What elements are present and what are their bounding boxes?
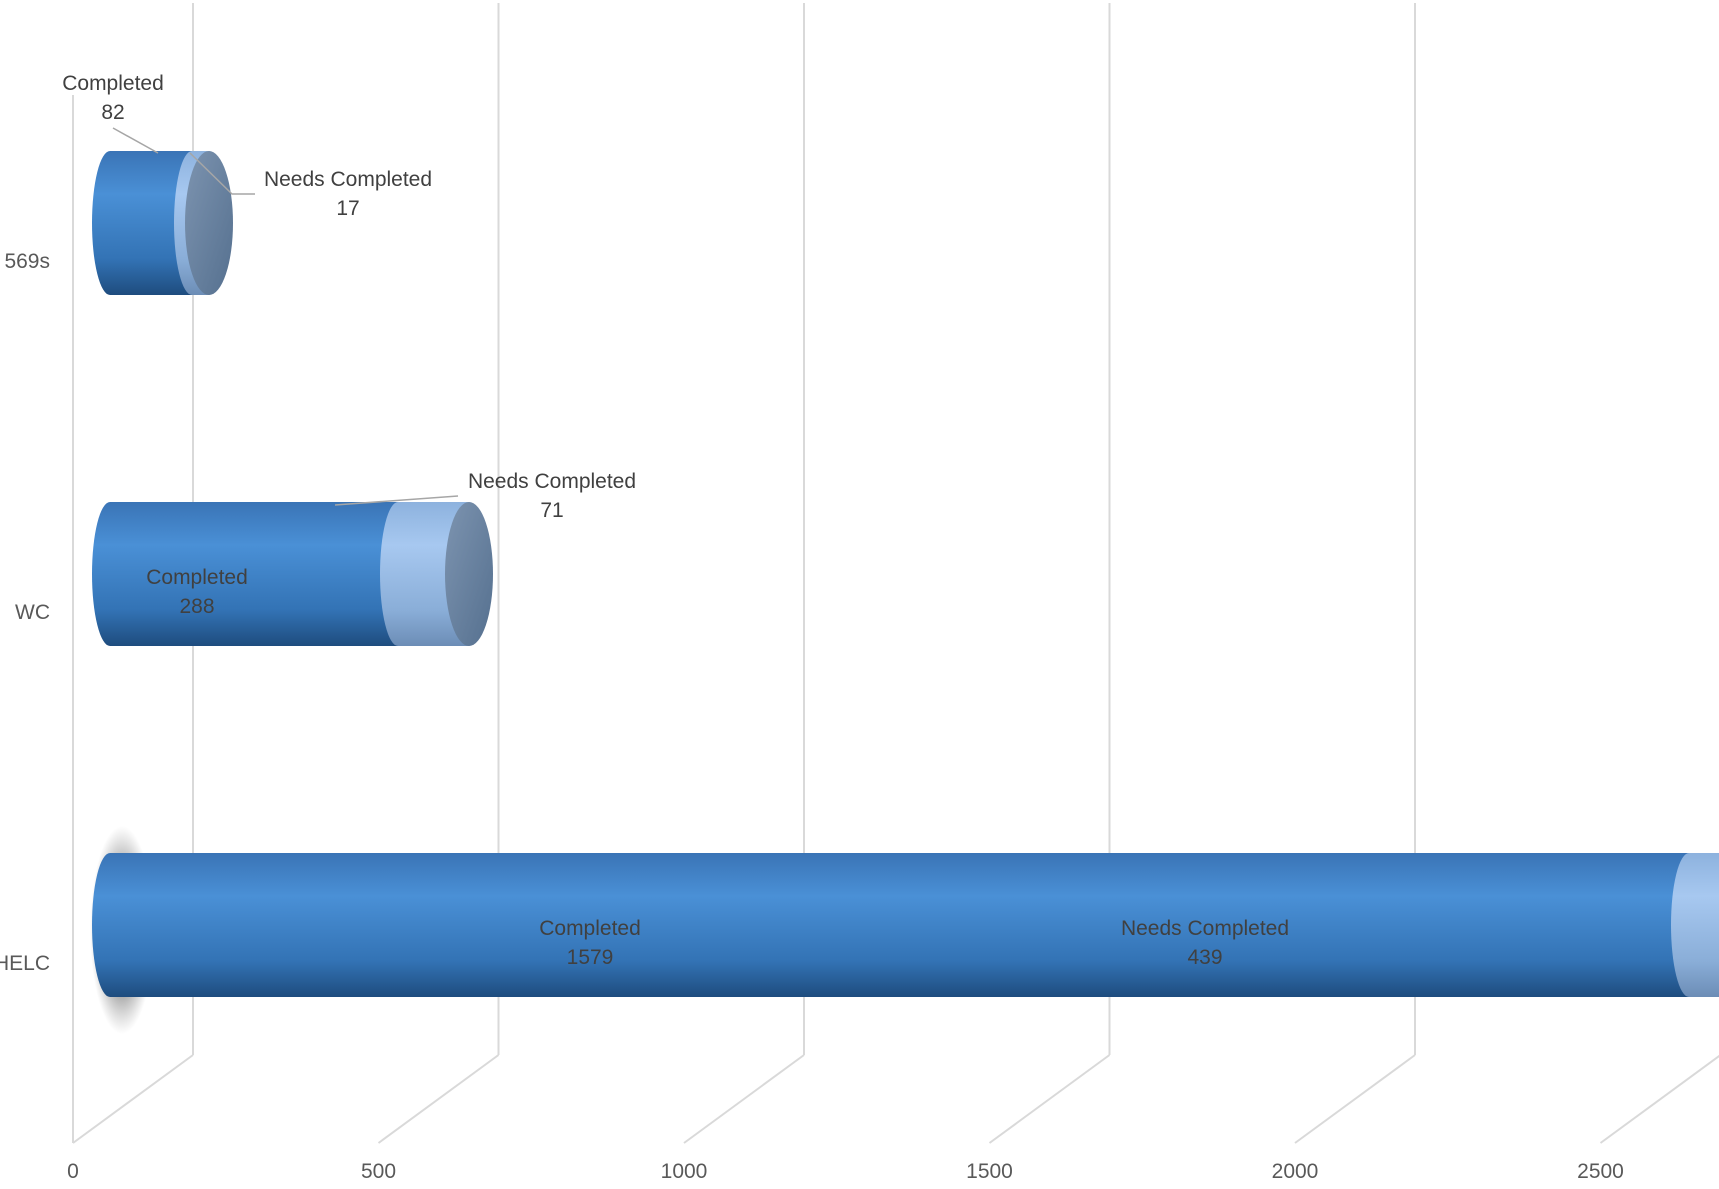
- data-label-value: 288: [179, 595, 214, 618]
- data-label-value: 71: [540, 499, 563, 522]
- floor-gridline: [72, 1054, 194, 1144]
- data-label-series-name: Needs Completed: [1121, 917, 1289, 940]
- floor-gridline: [683, 1054, 805, 1144]
- bar-end-cap: [445, 502, 493, 646]
- y-category-label: WC: [15, 601, 50, 624]
- data-label-series-name: Completed: [539, 917, 641, 940]
- floor-gridline: [1599, 1054, 1719, 1144]
- x-tick-label: 2000: [1272, 1160, 1319, 1183]
- data-label-leader: [112, 127, 159, 154]
- floor-gridline: [1294, 1054, 1416, 1144]
- data-label-series-name: Needs Completed: [264, 168, 432, 191]
- data-label-value: 17: [336, 197, 359, 220]
- y-category-label: 569s: [4, 250, 50, 273]
- x-tick-label: 500: [361, 1160, 396, 1183]
- x-tick-label: 2500: [1577, 1160, 1624, 1183]
- data-label-value: 82: [101, 101, 124, 124]
- data-label-value: 1579: [567, 946, 614, 969]
- data-label-series-name: Completed: [146, 566, 248, 589]
- data-label-leader: [334, 495, 459, 506]
- x-tick-label: 1500: [966, 1160, 1013, 1183]
- bar-end-cap: [185, 151, 233, 295]
- y-category-label: HELC: [0, 952, 50, 975]
- bar-completed: [92, 853, 1707, 997]
- bar-needs-completed: [1671, 853, 1719, 997]
- floor-gridline: [988, 1054, 1111, 1144]
- data-label-series-name: Needs Completed: [468, 470, 636, 493]
- data-label-series-name: Completed: [62, 72, 164, 95]
- data-label-leader: [189, 152, 255, 195]
- x-tick-label: 0: [67, 1160, 79, 1183]
- bar-completed: [92, 502, 416, 646]
- x-tick-label: 1000: [661, 1160, 708, 1183]
- data-label-value: 439: [1187, 946, 1222, 969]
- floor-gridline: [377, 1054, 500, 1144]
